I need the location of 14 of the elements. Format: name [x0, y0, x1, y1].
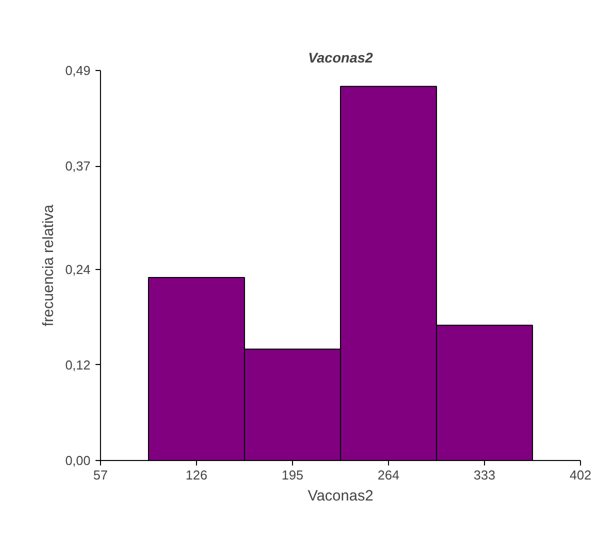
x-tick-label: 402	[570, 468, 592, 482]
y-tick-label: 0,12	[65, 357, 91, 372]
y-tick-label: 0,24	[65, 262, 91, 277]
x-tick-label: 333	[474, 468, 496, 482]
x-tick-label: 195	[282, 468, 304, 482]
y-tick-label: 0,00	[65, 453, 91, 468]
y-tick-label: 0,49	[65, 63, 91, 78]
y-axis-title: frecuencia relativa	[40, 204, 58, 326]
x-tick-label: 126	[186, 468, 208, 482]
y-tick-label: 0,37	[65, 158, 91, 174]
x-tick-label: 264	[378, 468, 400, 482]
x-tick-label: 57	[93, 468, 108, 482]
chart-title: Vaconas2	[308, 50, 374, 66]
x-axis-title: Vaconas2	[308, 488, 374, 504]
